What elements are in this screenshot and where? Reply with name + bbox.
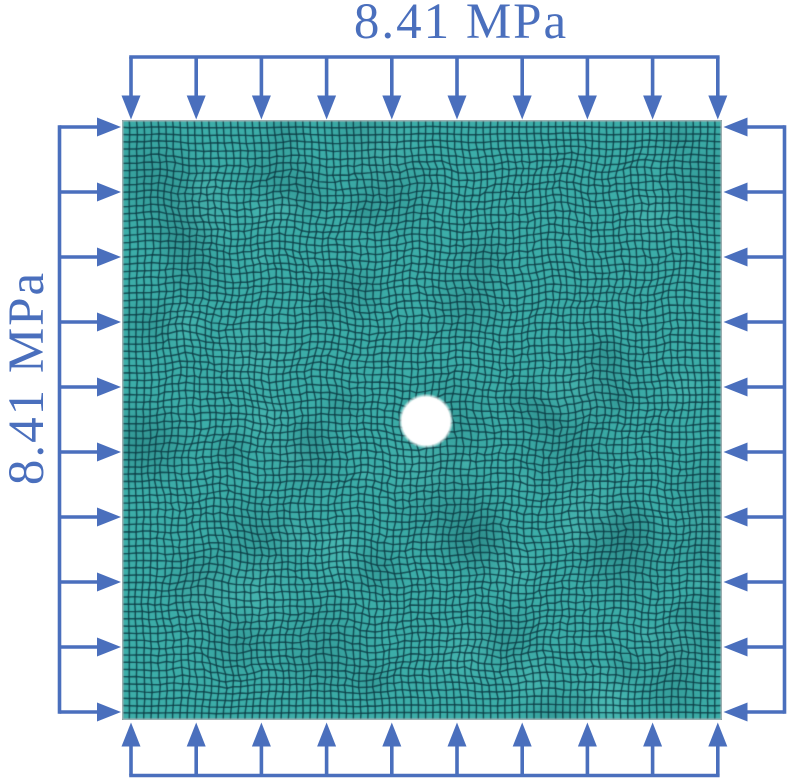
arrow-down-icon — [643, 95, 663, 120]
arrow-right-icon — [97, 507, 121, 527]
arrow-right-icon — [97, 442, 121, 462]
arrow-up-icon — [186, 722, 206, 747]
arrow-right-icon — [97, 377, 121, 397]
arrow-left-icon — [723, 507, 748, 527]
arrow-up-icon — [447, 722, 467, 747]
arrow-down-icon — [708, 95, 728, 120]
arrow-up-icon — [121, 722, 141, 747]
bottom-load-arrows — [121, 722, 728, 778]
arrow-down-icon — [121, 95, 141, 120]
arrow-left-icon — [723, 117, 748, 137]
arrow-right-icon — [97, 247, 121, 267]
arrow-right-icon — [97, 637, 121, 657]
arrow-up-icon — [317, 722, 337, 747]
arrow-up-icon — [251, 722, 271, 747]
top-load-label: 8.41 MPa — [353, 0, 569, 50]
right-load-arrows — [723, 117, 787, 722]
arrow-left-icon — [723, 312, 748, 332]
left-load-arrows — [57, 117, 121, 722]
arrow-down-icon — [186, 95, 206, 120]
arrow-down-icon — [317, 95, 337, 120]
arrow-left-icon — [723, 702, 748, 722]
arrow-right-icon — [97, 117, 121, 137]
arrow-down-icon — [447, 95, 467, 120]
arrow-left-icon — [723, 442, 748, 462]
arrow-right-icon — [97, 182, 121, 202]
arrow-left-icon — [723, 377, 748, 397]
arrow-up-icon — [577, 722, 597, 747]
arrow-up-icon — [512, 722, 532, 747]
arrow-up-icon — [708, 722, 728, 747]
arrow-left-icon — [723, 182, 748, 202]
arrow-down-icon — [382, 95, 402, 120]
arrow-right-icon — [97, 572, 121, 592]
arrow-down-icon — [512, 95, 532, 120]
arrow-right-icon — [97, 702, 121, 722]
arrow-left-icon — [723, 637, 748, 657]
arrow-right-icon — [97, 312, 121, 332]
arrow-up-icon — [382, 722, 402, 747]
fem-mesh-plate — [122, 120, 722, 720]
arrow-up-icon — [643, 722, 663, 747]
arrow-down-icon — [251, 95, 271, 120]
top-load-arrows — [121, 55, 728, 120]
arrow-down-icon — [577, 95, 597, 120]
arrow-left-icon — [723, 572, 748, 592]
arrow-left-icon — [723, 247, 748, 267]
